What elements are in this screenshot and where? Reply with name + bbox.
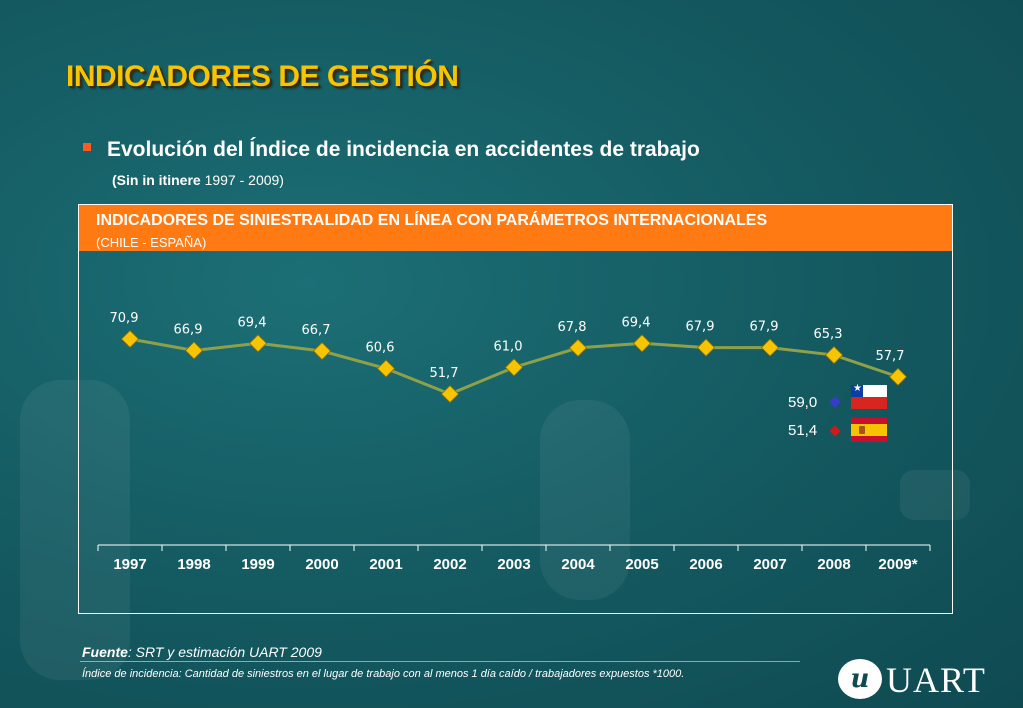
data-label: 67,9 — [750, 320, 779, 335]
data-label: 65,3 — [814, 327, 843, 342]
page-title: INDICADORES DE GESTIÓN — [66, 60, 459, 93]
data-point — [440, 384, 460, 404]
chart-subnote: (Sin in itinere 1997 - 2009) — [112, 172, 284, 188]
data-label: 67,8 — [558, 320, 587, 335]
chart-header: INDICADORES DE SINIESTRALIDAD EN LÍNEA C… — [79, 205, 952, 251]
spain-flag-icon — [851, 418, 887, 442]
x-tick-label: 2002 — [433, 556, 466, 573]
uart-logo-text: UART — [886, 660, 986, 700]
data-point — [632, 334, 652, 353]
x-tick-label: 2009* — [878, 556, 917, 573]
x-tick-label: 1999 — [241, 556, 274, 573]
background-figure — [20, 380, 130, 680]
data-point — [568, 338, 588, 357]
source-note: Fuente: SRT y estimación UART 2009 — [82, 644, 322, 660]
data-label: 67,9 — [686, 320, 715, 335]
uart-logo-icon: u — [838, 659, 882, 699]
data-point — [312, 341, 332, 361]
data-point — [696, 338, 716, 357]
data-label: 70,9 — [110, 311, 139, 326]
x-tick-label: 2001 — [369, 556, 402, 573]
x-tick-label: 2005 — [625, 556, 658, 573]
chile-value: 59,0 — [788, 394, 818, 411]
data-point — [760, 338, 780, 357]
data-point — [504, 358, 524, 377]
data-point — [376, 359, 396, 378]
data-point — [184, 341, 204, 360]
spain-value: 51,4 — [788, 422, 818, 439]
x-tick-label: 1997 — [113, 556, 146, 573]
data-label: 66,9 — [174, 322, 203, 337]
data-point — [248, 334, 268, 353]
data-label: 57,7 — [876, 349, 905, 364]
chart-header-title: INDICADORES DE SINIESTRALIDAD EN LÍNEA C… — [96, 212, 768, 229]
data-label: 69,4 — [622, 315, 651, 330]
background-figure — [540, 400, 630, 600]
data-label: 66,7 — [302, 323, 331, 338]
data-label: 51,7 — [430, 366, 459, 381]
data-point — [824, 345, 844, 365]
x-tick-label: 2000 — [305, 556, 338, 573]
footer-divider — [80, 661, 800, 662]
chart-header-countries: (CHILE - ESPAÑA) — [96, 235, 207, 250]
data-label: 60,6 — [366, 341, 395, 356]
background-car — [900, 470, 970, 520]
chile-flag-icon — [851, 383, 887, 409]
subnote-bold: (Sin in itinere — [112, 172, 201, 188]
data-label: 61,0 — [494, 339, 523, 354]
chart-subtitle: Evolución del Índice de incidencia en ac… — [107, 138, 700, 161]
bullet-icon — [83, 143, 91, 151]
source-label: Fuente — [82, 644, 128, 660]
data-point — [888, 367, 908, 386]
x-tick-label: 2007 — [753, 556, 786, 573]
x-tick-label: 2006 — [689, 556, 722, 573]
x-tick-label: 2004 — [561, 556, 595, 573]
source-text: : SRT y estimación UART 2009 — [127, 644, 322, 660]
x-tick-label: 2008 — [817, 556, 850, 573]
footnote: Índice de incidencia: Cantidad de sinies… — [82, 668, 685, 680]
data-point — [120, 329, 140, 349]
x-tick-label: 2003 — [497, 556, 530, 573]
x-tick-label: 1998 — [177, 556, 210, 573]
chart-frame — [78, 204, 953, 614]
data-label: 69,4 — [238, 315, 267, 330]
subnote-rest: 1997 - 2009) — [200, 172, 284, 188]
